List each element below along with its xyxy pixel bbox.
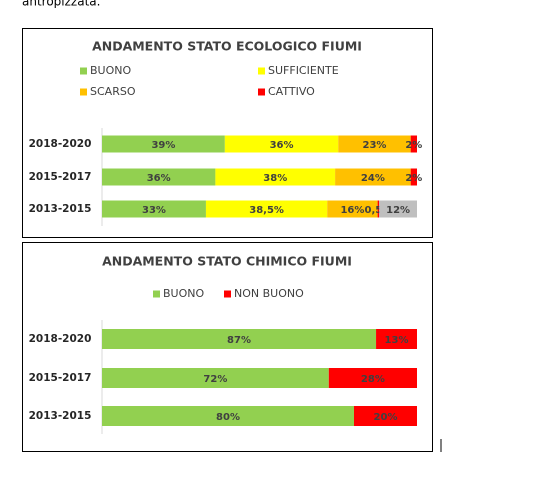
value-label: 38%	[263, 173, 287, 184]
bar-segment	[376, 329, 417, 349]
bar-segment	[102, 168, 216, 186]
value-label: 36%	[270, 140, 294, 151]
value-label: 13%	[385, 335, 409, 346]
body-text: antropizzata.	[22, 0, 100, 9]
bar-segment	[205, 200, 328, 218]
value-label: 20%	[374, 412, 398, 423]
chart-frame	[22, 28, 433, 238]
legend-swatch	[153, 290, 160, 298]
category-label: 2018-2020	[29, 138, 92, 150]
legend-label: BUONO	[163, 287, 204, 300]
legend-label: NON BUONO	[234, 287, 304, 300]
category-label: 2015-2017	[29, 372, 92, 384]
bar-segment	[327, 200, 378, 218]
bar-segment	[410, 168, 417, 186]
bar-segment	[102, 368, 329, 388]
bar-segment	[379, 200, 417, 218]
legend-label: CATTIVO	[268, 85, 315, 98]
category-label: 2013-2015	[29, 410, 92, 422]
legend-swatch	[258, 88, 265, 96]
chart-frame	[22, 242, 433, 452]
value-label: 23%	[363, 140, 387, 151]
bar-segment	[102, 135, 225, 153]
value-label: 24%	[361, 173, 385, 184]
legend-swatch	[258, 67, 265, 75]
value-label: 39%	[151, 140, 175, 151]
bar-segment	[102, 329, 377, 349]
value-label: 87%	[227, 335, 251, 346]
chart-title: ANDAMENTO STATO ECOLOGICO FIUMI	[92, 39, 362, 54]
bar-segment	[410, 135, 417, 153]
legend-swatch	[80, 88, 87, 96]
value-label: 36%	[147, 173, 171, 184]
bar-segment	[377, 200, 380, 218]
bar-segment	[338, 135, 411, 153]
value-label: 28%	[361, 374, 385, 385]
value-label: 72%	[203, 374, 227, 385]
legend-label: SUFFICIENTE	[268, 64, 339, 77]
bar-segment	[102, 406, 354, 426]
bar-segment	[335, 168, 411, 186]
legend-swatch	[224, 290, 231, 298]
value-label: 12%	[386, 205, 410, 216]
category-label: 2018-2020	[29, 333, 92, 345]
value-label: 33%	[142, 205, 166, 216]
legend-swatch	[80, 67, 87, 75]
category-label: 2013-2015	[29, 203, 92, 215]
legend-label: BUONO	[90, 64, 131, 77]
chart-title: ANDAMENTO STATO CHIMICO FIUMI	[102, 254, 352, 269]
bar-segment	[328, 368, 417, 388]
bar-segment	[224, 135, 339, 153]
bar-segment	[354, 406, 417, 426]
bar-segment	[215, 168, 336, 186]
value-label: 38,5%	[249, 205, 284, 216]
bar-segment	[102, 200, 206, 218]
value-label: 2%	[405, 173, 422, 184]
value-label: 16%	[340, 205, 364, 216]
category-label: 2015-2017	[29, 171, 92, 183]
legend-label: SCARSO	[90, 85, 136, 98]
value-label: 2%	[405, 140, 422, 151]
value-label: 80%	[216, 412, 240, 423]
value-label: 0,5%	[365, 205, 393, 216]
